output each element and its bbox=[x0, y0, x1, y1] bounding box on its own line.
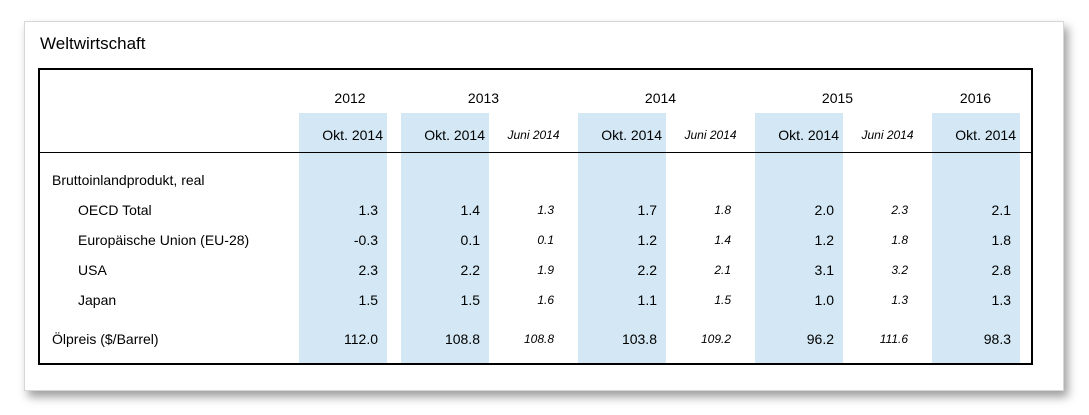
section-label: Bruttoinlandprodukt, real bbox=[52, 172, 205, 188]
row-label: Ölpreis ($/Barrel) bbox=[52, 331, 159, 347]
empty-cell bbox=[299, 165, 1031, 195]
document-card: Weltwirtschaft 2012 2013 2014 2015 2016 … bbox=[25, 22, 1063, 390]
highlight-column bbox=[932, 113, 1020, 363]
table-cell: 1.4 bbox=[460, 202, 480, 218]
table-row: Ölpreis ($/Barrel) 112.0 108.8 108.8 103… bbox=[40, 324, 1031, 354]
empty-cell bbox=[1020, 285, 1031, 315]
table-row: Europäische Union (EU-28) -0.3 0.1 0.1 1… bbox=[40, 225, 1031, 255]
empty-cell bbox=[1020, 195, 1031, 225]
column-header: Okt. 2014 bbox=[778, 127, 839, 143]
spacer-row bbox=[40, 315, 1031, 324]
table-cell: 1.3 bbox=[891, 293, 908, 307]
column-header: Juni 2014 bbox=[861, 128, 914, 142]
empty-cell bbox=[387, 113, 401, 152]
table-cell: 1.7 bbox=[637, 202, 657, 218]
table-cell: 1.2 bbox=[637, 232, 657, 248]
empty-cell bbox=[387, 225, 401, 255]
empty-cell bbox=[40, 113, 299, 152]
table-cell: 1.5 bbox=[358, 292, 378, 308]
empty-cell bbox=[1020, 255, 1031, 285]
table-cell: 1.3 bbox=[991, 292, 1011, 308]
empty-cell bbox=[1020, 324, 1031, 354]
highlight-column bbox=[299, 113, 387, 363]
table-cell: 1.5 bbox=[460, 292, 480, 308]
column-header-row: Okt. 2014 Okt. 2014 Juni 2014 Okt. 2014 … bbox=[40, 113, 1031, 152]
table-cell: 1.6 bbox=[537, 293, 554, 307]
table-cell: 111.6 bbox=[879, 332, 908, 346]
table-cell: 0.1 bbox=[537, 233, 554, 247]
header-divider bbox=[40, 152, 1031, 153]
empty-cell bbox=[387, 195, 401, 225]
table-cell: 98.3 bbox=[983, 331, 1011, 347]
table-cell: 1.1 bbox=[637, 292, 657, 308]
table-cell: 109.2 bbox=[700, 332, 731, 346]
table-cell: 108.8 bbox=[444, 331, 480, 347]
empty-cell bbox=[1020, 113, 1031, 152]
highlight-column bbox=[578, 113, 666, 363]
empty-cell bbox=[387, 255, 401, 285]
section-row: Bruttoinlandprodukt, real bbox=[40, 165, 1031, 195]
table-cell: 1.8 bbox=[991, 232, 1011, 248]
forecast-table: 2012 2013 2014 2015 2016 Okt. 2014 Okt. … bbox=[40, 70, 1031, 363]
table-cell: 3.2 bbox=[891, 263, 908, 277]
table-cell: 108.8 bbox=[523, 332, 554, 346]
empty-cell bbox=[387, 324, 401, 354]
column-header: Okt. 2014 bbox=[322, 127, 383, 143]
column-header: Okt. 2014 bbox=[601, 127, 662, 143]
table-cell: 2.1 bbox=[714, 263, 731, 277]
table-cell: 2.3 bbox=[891, 203, 908, 217]
table-cell: 2.2 bbox=[637, 262, 657, 278]
table-cell: 2.8 bbox=[991, 262, 1011, 278]
table-cell: 1.2 bbox=[814, 232, 834, 248]
table-cell: 1.3 bbox=[358, 202, 378, 218]
table-cell: 112.0 bbox=[344, 331, 378, 347]
table-cell: 0.1 bbox=[460, 232, 480, 248]
column-header: Juni 2014 bbox=[684, 128, 737, 142]
table-cell: 96.2 bbox=[806, 331, 834, 347]
spacer-row bbox=[40, 152, 1031, 165]
table-title: Weltwirtschaft bbox=[40, 34, 146, 53]
year-header: 2014 bbox=[644, 90, 677, 106]
table-cell: -0.3 bbox=[353, 232, 378, 248]
empty-cell bbox=[40, 315, 1031, 324]
table-cell: 1.3 bbox=[537, 203, 554, 217]
empty-cell bbox=[1020, 225, 1031, 255]
highlight-column bbox=[401, 113, 489, 363]
table-cell: 1.9 bbox=[537, 263, 554, 277]
year-header: 2016 bbox=[959, 90, 992, 106]
year-header-row: 2012 2013 2014 2015 2016 bbox=[40, 70, 1031, 113]
table-row: OECD Total 1.3 1.4 1.3 1.7 1.8 2.0 2.3 2… bbox=[40, 195, 1031, 225]
empty-cell bbox=[40, 152, 1031, 165]
table-cell: 2.3 bbox=[358, 262, 378, 278]
table-row: Japan 1.5 1.5 1.6 1.1 1.5 1.0 1.3 1.3 bbox=[40, 285, 1031, 315]
table-cell: 1.4 bbox=[714, 233, 731, 247]
row-label: USA bbox=[78, 262, 107, 278]
column-header: Okt. 2014 bbox=[955, 127, 1016, 143]
world-economy-table: 2012 2013 2014 2015 2016 Okt. 2014 Okt. … bbox=[38, 68, 1033, 365]
table-cell: 103.8 bbox=[621, 331, 657, 347]
table-cell: 1.5 bbox=[714, 293, 731, 307]
empty-cell bbox=[40, 70, 299, 113]
year-header: 2012 bbox=[334, 90, 366, 106]
table-cell: 3.1 bbox=[814, 262, 834, 278]
row-label: Europäische Union (EU-28) bbox=[78, 232, 250, 248]
table-cell: 2.2 bbox=[460, 262, 480, 278]
empty-cell bbox=[40, 354, 1031, 363]
row-label: OECD Total bbox=[78, 202, 152, 218]
table-cell: 2.0 bbox=[814, 202, 834, 218]
spacer-row bbox=[40, 354, 1031, 363]
row-label: Japan bbox=[78, 292, 117, 308]
year-header: 2015 bbox=[821, 90, 854, 106]
year-header: 2013 bbox=[467, 90, 500, 106]
table-cell: 1.8 bbox=[891, 233, 908, 247]
highlight-column bbox=[755, 113, 843, 363]
table-row: USA 2.3 2.2 1.9 2.2 2.1 3.1 3.2 2.8 bbox=[40, 255, 1031, 285]
table-cell: 1.0 bbox=[814, 292, 834, 308]
column-header: Juni 2014 bbox=[507, 128, 560, 142]
empty-cell bbox=[387, 285, 401, 315]
table-cell: 2.1 bbox=[991, 202, 1011, 218]
table-cell: 1.8 bbox=[714, 203, 731, 217]
column-header: Okt. 2014 bbox=[424, 127, 485, 143]
